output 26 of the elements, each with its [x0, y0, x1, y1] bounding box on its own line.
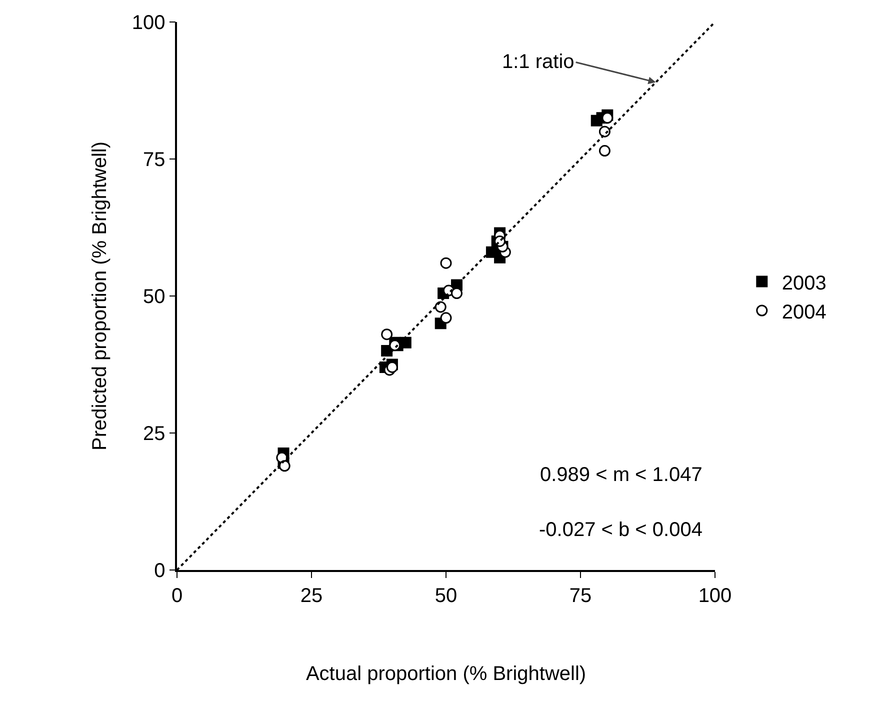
- point: [381, 328, 393, 340]
- point: [440, 312, 452, 324]
- y-tick-label: 0: [154, 560, 166, 582]
- x-tick-label: 25: [300, 584, 323, 607]
- y-tick-label: 25: [143, 423, 166, 445]
- x-tick-label: 100: [698, 584, 732, 607]
- point: [598, 126, 610, 138]
- annotation: 0.989 < m < 1.047: [540, 464, 702, 486]
- point: [602, 112, 614, 124]
- point: [598, 145, 610, 157]
- y-tick-label: 100: [132, 12, 166, 34]
- y-axis-title: Predicted proportion (% Brightwell): [88, 141, 111, 451]
- point: [400, 336, 412, 348]
- y-tick-label: 50: [143, 286, 166, 308]
- annotation: 1:1 ratio: [502, 51, 574, 73]
- x-tick-label: 50: [434, 584, 458, 607]
- legend-label: 2004: [782, 301, 826, 324]
- annotation: -0.027 < b < 0.004: [539, 519, 702, 541]
- x-tick-label: 75: [569, 584, 592, 607]
- point: [451, 288, 463, 300]
- x-tick-label: 0: [171, 584, 183, 607]
- point: [440, 257, 452, 269]
- x-axis-title: Actual proportion (% Brightwell): [306, 662, 586, 685]
- point: [434, 301, 446, 313]
- legend-label: 2003: [782, 272, 826, 294]
- y-tick-label: 75: [143, 149, 166, 171]
